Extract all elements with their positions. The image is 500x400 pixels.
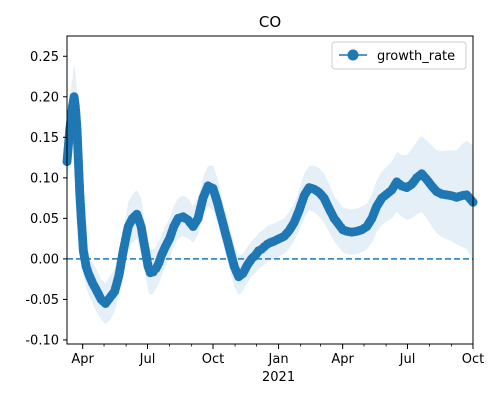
- legend-series-marker: [347, 49, 359, 61]
- x-axis-ticks: Apr Jul Oct Jan 2021 Apr Jul Oct: [71, 344, 484, 385]
- y-tick-label: 0.00: [30, 252, 59, 267]
- x-tick-year-label: 2021: [262, 370, 295, 385]
- plot-frame: [66, 35, 474, 345]
- legend: growth_rate: [331, 41, 467, 70]
- x-tick-label: Oct: [202, 352, 224, 367]
- x-tick-label: Jan: [268, 352, 289, 367]
- y-tick-label: 0.10: [30, 171, 59, 186]
- y-tick-label: 0.20: [30, 90, 59, 105]
- y-tick-label: -0.05: [25, 293, 59, 308]
- confidence-band-layer: [67, 64, 473, 324]
- x-tick-label: Jul: [399, 352, 416, 367]
- y-axis-ticks: -0.10 -0.05 0.00 0.05 0.10 0.15 0.20 0.25: [25, 50, 67, 348]
- y-tick-label: 0.25: [30, 50, 59, 65]
- series-point-layer: [62, 92, 478, 308]
- x-tick-label: Oct: [462, 352, 484, 367]
- y-tick-label: 0.05: [30, 212, 59, 227]
- legend-label-growth-rate: growth_rate: [377, 49, 455, 64]
- x-tick-label: Jul: [139, 352, 156, 367]
- y-tick-label: 0.15: [30, 131, 59, 146]
- legend-box: [331, 41, 467, 70]
- x-tick-label: Apr: [71, 352, 94, 367]
- y-tick-label: -0.10: [25, 333, 59, 348]
- confidence-band: [67, 64, 473, 324]
- x-tick-label: Apr: [331, 352, 354, 367]
- chart-title: CO: [259, 13, 281, 31]
